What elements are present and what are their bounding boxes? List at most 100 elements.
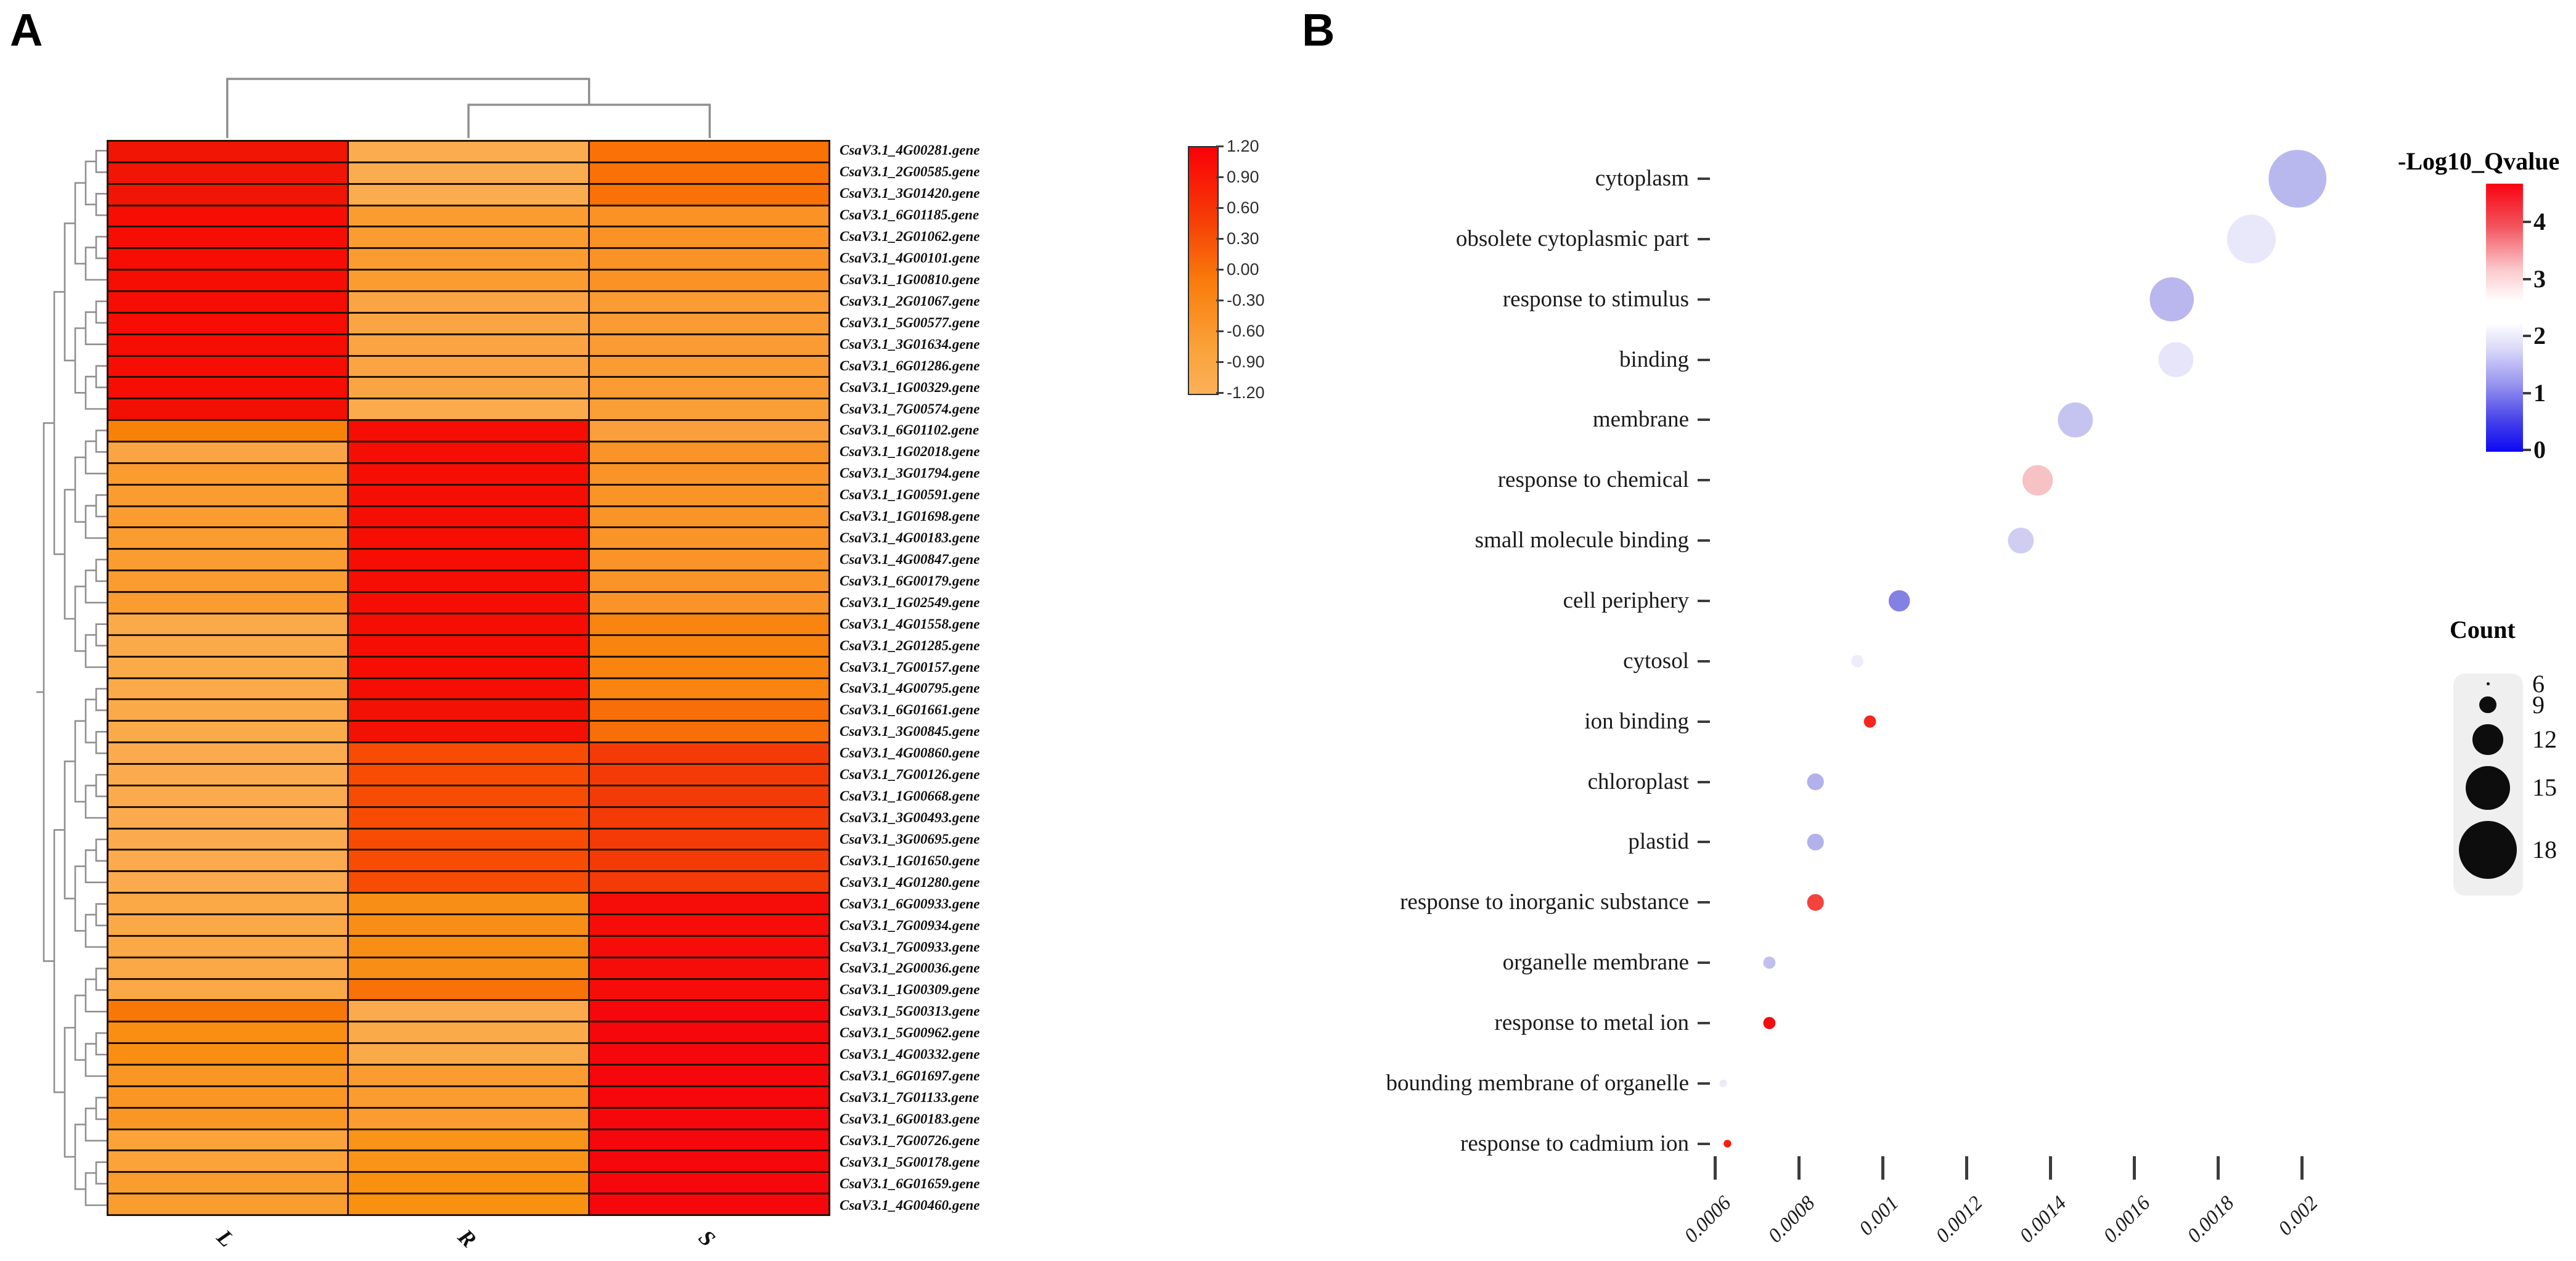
heatmap-cell (589, 894, 828, 913)
heatmap-cell (108, 979, 348, 1000)
heatmap-cell (589, 1151, 828, 1172)
dotplot-point (2158, 342, 2194, 377)
qvalue-tick-label: 3 (2533, 264, 2546, 293)
heatmap-cell (349, 184, 588, 205)
dotplot-point (1807, 833, 1824, 851)
heatmap-cell (108, 743, 348, 763)
dotplot-y-tick (1698, 1082, 1710, 1085)
gene-label: CsaV3.1_4G00332.gene (840, 1047, 980, 1063)
heatmap-cell (349, 635, 588, 656)
row-dendrogram-path (36, 150, 107, 1206)
count-legend-dot (2486, 682, 2490, 685)
heatmap-cell (349, 271, 588, 291)
heatmap-cell (108, 851, 348, 871)
heatmap-cell (589, 743, 828, 763)
count-legend-dot (2466, 765, 2510, 810)
colorbar-tick-mark (1216, 269, 1224, 271)
count-legend-value: 6 (2532, 669, 2545, 698)
qvalue-tick-label: 0 (2533, 436, 2546, 463)
heatmap-cell (349, 1022, 588, 1043)
heatmap-cell (589, 335, 828, 355)
gene-label: CsaV3.1_6G01102.gene (840, 422, 979, 438)
heatmap-cell (589, 399, 828, 420)
dotplot-x-tick (1965, 1156, 1968, 1180)
heatmap-cell (108, 463, 348, 484)
dotplot-point (2022, 465, 2053, 496)
gene-label: CsaV3.1_7G00933.gene (840, 939, 980, 955)
gene-label: CsaV3.1_7G00157.gene (840, 659, 980, 675)
qvalue-tick-mark (2523, 221, 2531, 223)
heatmap-cell (589, 463, 828, 484)
heatmap-cell (589, 1044, 828, 1064)
dotplot-point (1763, 1017, 1776, 1029)
heatmap-cell (108, 1001, 348, 1021)
gene-label: CsaV3.1_1G01650.gene (840, 852, 980, 868)
heatmap-cell (349, 335, 588, 355)
dotplot-y-tick (1698, 479, 1710, 482)
gene-label: CsaV3.1_6G01286.gene (840, 357, 980, 373)
heatmap-cell (589, 979, 828, 1000)
dotplot-y-tick (1698, 298, 1710, 301)
panel-a-letter: A (10, 4, 43, 55)
heatmap-cell (108, 399, 348, 420)
colorbar-tick-mark (1216, 361, 1224, 363)
heatmap-cell (349, 786, 588, 806)
heatmap-cell (349, 571, 588, 592)
heatmap-cell (108, 958, 348, 978)
heatmap-cell (108, 378, 348, 398)
count-legend-dot (2479, 696, 2496, 714)
dotplot-point (1851, 655, 1864, 667)
heatmap-cell (589, 421, 828, 441)
heatmap-cell (349, 443, 588, 462)
heatmap-cell (108, 528, 348, 549)
heatmap-cell (589, 356, 828, 377)
row-dendrogram (36, 150, 107, 1206)
gene-label: CsaV3.1_4G01280.gene (840, 874, 980, 890)
colorbar-tick-label: -0.90 (1227, 353, 1265, 371)
gene-label: CsaV3.1_2G00036.gene (840, 960, 980, 976)
heatmap-cell (349, 550, 588, 570)
colorbar-tick-mark (1216, 238, 1224, 240)
heatmap-cell (589, 722, 828, 742)
dotplot-points (1719, 150, 2327, 1148)
colorbar-tick-mark (1216, 392, 1224, 394)
dotplot-x-tick (2300, 1156, 2304, 1180)
dotplot-point (1723, 1140, 1732, 1148)
dotplot-y-tick (1698, 1142, 1710, 1145)
gene-label: CsaV3.1_7G01133.gene (840, 1089, 979, 1105)
qvalue-tick-label: 1 (2533, 378, 2546, 407)
dotplot-category-label: response to metal ion (1494, 1010, 1689, 1035)
heatmap-cell (589, 571, 828, 592)
heatmap-cell (108, 593, 348, 613)
heatmap-cell (589, 807, 828, 828)
gene-label: CsaV3.1_5G00313.gene (840, 1003, 980, 1019)
dotplot-y-tick (1698, 418, 1710, 422)
heatmap-cell (589, 829, 828, 849)
heatmap-cell (108, 700, 348, 720)
heatmap-cell (589, 528, 828, 549)
dotplot-y-tick (1698, 841, 1710, 844)
heatmap-cell (589, 679, 828, 699)
heatmap-cell (589, 227, 828, 248)
qvalue-legend-title: -Log10_Qvalue (2398, 147, 2560, 175)
qvalue-tick-mark (2523, 335, 2531, 337)
heatmap-cell (108, 1087, 348, 1107)
colorbar-tick-label: 0.00 (1227, 260, 1259, 279)
heatmap-cell (589, 292, 828, 312)
dotplot-point (2149, 277, 2194, 322)
heatmap-cell (108, 614, 348, 634)
heatmap-cell (589, 271, 828, 291)
dotplot-category-label: membrane (1592, 407, 1689, 433)
heatmap-cell (349, 614, 588, 634)
gene-label: CsaV3.1_7G00126.gene (840, 767, 980, 783)
qvalue-colorbar (2486, 184, 2523, 452)
colorbar-tick-mark (1216, 176, 1224, 178)
gene-label: CsaV3.1_3G01420.gene (840, 186, 980, 202)
dotplot-category-label: response to stimulus (1502, 286, 1689, 312)
heatmap-cell (349, 399, 588, 420)
gene-label: CsaV3.1_5G00962.gene (840, 1025, 980, 1041)
gene-label: CsaV3.1_4G01558.gene (840, 616, 980, 632)
gene-label: CsaV3.1_1G00329.gene (840, 379, 980, 395)
dotplot-category-label: plastid (1628, 829, 1689, 855)
gene-label: CsaV3.1_1G01698.gene (840, 508, 980, 524)
